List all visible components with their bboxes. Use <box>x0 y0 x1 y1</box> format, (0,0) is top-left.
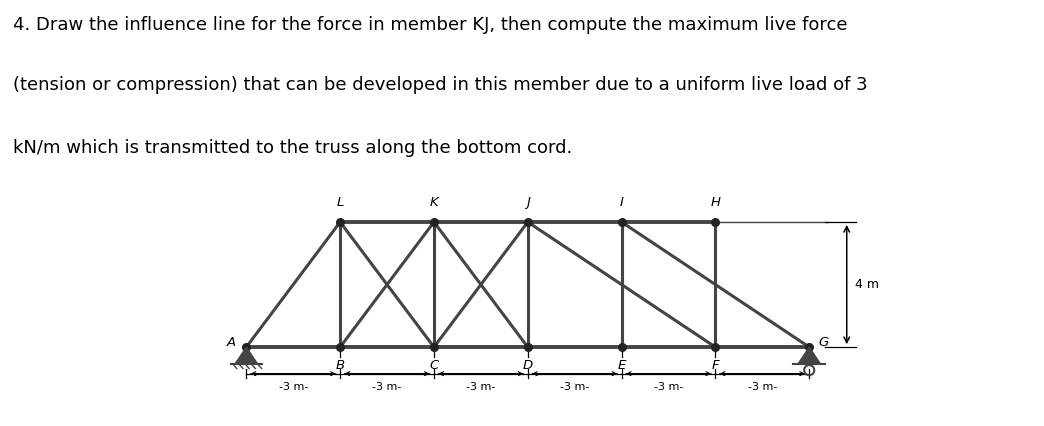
Text: A: A <box>227 336 235 349</box>
Text: kN/m which is transmitted to the truss along the bottom cord.: kN/m which is transmitted to the truss a… <box>13 139 572 157</box>
Polygon shape <box>798 347 821 364</box>
Text: -3 m-: -3 m- <box>467 383 496 392</box>
Text: B: B <box>335 359 345 372</box>
Text: C: C <box>429 359 438 372</box>
Text: J: J <box>526 196 529 209</box>
Text: E: E <box>617 359 625 372</box>
Text: (tension or compression) that can be developed in this member due to a uniform l: (tension or compression) that can be dev… <box>13 76 868 94</box>
Text: D: D <box>523 359 532 372</box>
Text: -3 m-: -3 m- <box>654 383 683 392</box>
Text: -3 m-: -3 m- <box>373 383 402 392</box>
Text: 4. Draw the influence line for the force in member KJ, then compute the maximum : 4. Draw the influence line for the force… <box>13 16 847 34</box>
Text: L: L <box>336 196 343 209</box>
Text: -3 m-: -3 m- <box>748 383 777 392</box>
Text: 4 m: 4 m <box>855 278 879 291</box>
Polygon shape <box>235 347 258 364</box>
Text: -3 m-: -3 m- <box>279 383 308 392</box>
Text: I: I <box>620 196 623 209</box>
Text: G: G <box>818 336 829 349</box>
Text: -3 m-: -3 m- <box>560 383 590 392</box>
Text: F: F <box>712 359 719 372</box>
Text: H: H <box>710 196 720 209</box>
Text: K: K <box>429 196 438 209</box>
